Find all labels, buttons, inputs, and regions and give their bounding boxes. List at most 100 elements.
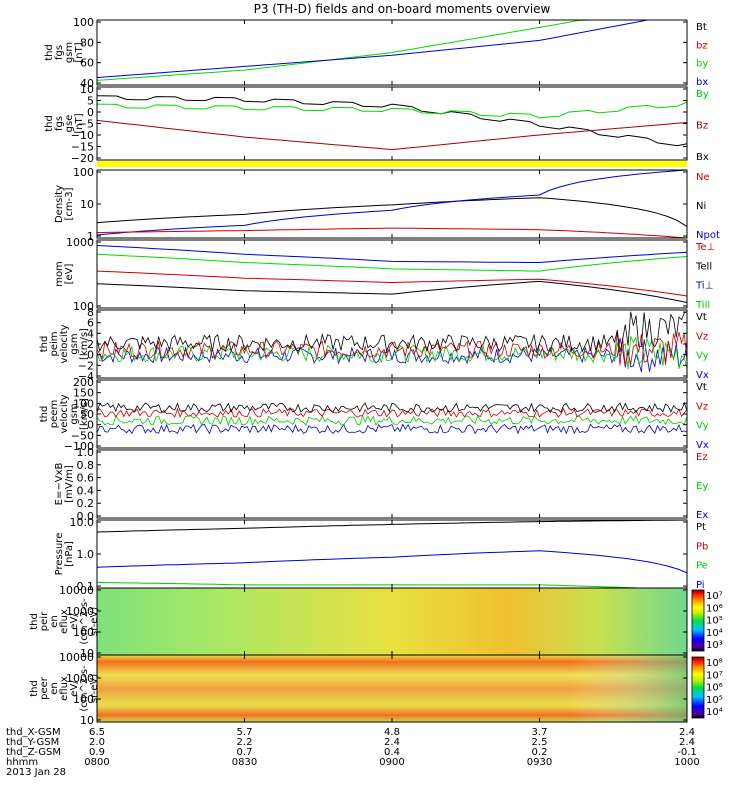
y-tick-label: 1.0 <box>77 446 95 459</box>
y-tick-label: 0.0 <box>77 510 95 523</box>
colorbar <box>691 656 705 719</box>
y-axis-label-line: fgs <box>54 45 65 60</box>
legend-entry: Pt <box>696 522 706 533</box>
series-line-1 <box>96 519 688 533</box>
orbit-value: 3.7 <box>532 727 548 738</box>
y-tick-label: 1000 <box>66 672 94 685</box>
y-tick-label: −4 <box>78 370 94 383</box>
colorbar <box>691 589 705 652</box>
series-line-4 <box>96 280 688 303</box>
y-tick-label: 10.0 <box>70 516 95 529</box>
y-axis-label-line: peir <box>39 611 50 631</box>
y-tick-label: −50 <box>71 429 94 442</box>
y-axis-label-line: eflux <box>59 609 70 634</box>
y-axis-label: thdfgsgsm[nT] <box>44 42 85 63</box>
series-line-2 <box>96 101 688 119</box>
legend-entry: By <box>696 89 709 100</box>
y-tick-label: 100 <box>73 693 94 706</box>
y-axis-label-line: Pressure <box>54 533 65 576</box>
y-tick-label: 6 <box>87 317 94 330</box>
orbit-value: 0.9 <box>89 747 105 758</box>
colorbar-tick-label: 10⁶ <box>706 603 723 614</box>
y-tick-label: 10 <box>80 714 94 727</box>
y-axis-label-line: Density <box>54 185 65 223</box>
panel-3: 100 10 1 Density[cm-3] Ne Ni Npot <box>54 166 720 243</box>
y-axis-label-line: [eV] <box>64 264 75 285</box>
series-line-3 <box>96 119 688 151</box>
y-tick-label: 80 <box>80 36 94 49</box>
y-axis-label-line: eflux <box>59 676 70 701</box>
y-axis-label-line: [mV/m] <box>64 465 75 503</box>
legend-entry: Pe <box>696 561 708 572</box>
y-axis-label-line: gsm <box>64 42 75 63</box>
data-quality-bar <box>97 161 687 167</box>
y-tick-label: 5 <box>87 95 94 108</box>
y-tick-label: 2 <box>87 338 94 351</box>
colorbar-tick-label: 10⁵ <box>706 695 723 706</box>
row-label-x-gsm: thd_X-GSM <box>6 727 61 738</box>
y-tick-label: 10000 <box>59 651 94 664</box>
legend-entry: Vy <box>696 351 709 362</box>
y-tick-label: 100 <box>73 166 94 179</box>
legend-entry: Ni <box>696 201 706 212</box>
y-axis-label-line: fgs <box>54 116 65 131</box>
panel-frame <box>96 379 688 449</box>
y-tick-label: 0.1 <box>77 580 95 593</box>
time-tick-label: 1000 <box>674 757 699 768</box>
panel-1: 100 80 60 40 thdfgsgsm[nT] Bt bz by bx <box>44 16 708 90</box>
y-tick-label: 0 <box>87 419 94 432</box>
row-label-y-gsm: thd_Y-GSM <box>6 737 59 748</box>
time-tick-label: 0830 <box>232 757 257 768</box>
orbit-value: 0.7 <box>237 747 253 758</box>
orbit-value: 2.2 <box>237 737 253 748</box>
panel-frame <box>96 449 688 519</box>
time-tick-label: 0800 <box>84 757 109 768</box>
series-line-2 <box>96 19 687 79</box>
y-tick-label: 1000 <box>66 236 94 249</box>
y-axis-label-line: eV/ <box>69 613 80 630</box>
series-line-1 <box>96 197 688 228</box>
y-tick-label: 150 <box>73 387 94 400</box>
colorbar-tick-label: 10⁵ <box>706 616 723 627</box>
legend-entry: Till <box>695 300 710 311</box>
spectrogram-fill <box>97 588 687 655</box>
y-tick-label: 8 <box>87 306 94 319</box>
y-tick-label: 100 <box>73 626 94 639</box>
time-tick-label: 0900 <box>379 757 404 768</box>
legend-entry: Te⊥ <box>695 242 715 253</box>
orbit-value: 0.2 <box>532 747 548 758</box>
legend-entry: Npot <box>696 230 720 241</box>
y-axis-label-line: gse <box>64 115 75 133</box>
y-axis-label-line: en <box>49 615 60 628</box>
y-tick-label: 0.2 <box>77 497 95 510</box>
row-label-z-gsm: thd_Z-GSM <box>6 747 61 758</box>
legend-entry: Pi <box>696 580 705 591</box>
colorbar-tick-label: 10³ <box>706 640 723 651</box>
legend-entry: Bx <box>696 152 709 163</box>
legend-entry: Ex <box>696 510 708 521</box>
noise-trace <box>96 414 688 427</box>
series-line-2 <box>96 550 688 574</box>
y-tick-label: −2 <box>78 359 94 372</box>
legend-entry: bx <box>696 77 708 88</box>
panel-frame <box>96 86 688 161</box>
legend-entry: Bz <box>696 121 708 132</box>
y-tick-label: −15 <box>71 141 94 154</box>
figure-title: P3 (TH-D) fields and on-board moments ov… <box>254 2 551 16</box>
y-tick-label: −5 <box>78 118 94 131</box>
y-tick-label: 0.8 <box>77 459 95 472</box>
y-tick-label: 60 <box>80 57 94 70</box>
y-axis-label-line: peem <box>49 400 60 428</box>
spectrogram-overlay <box>97 655 687 722</box>
orbit-value: 2.4 <box>679 727 695 738</box>
y-axis-label-line: en <box>49 682 60 695</box>
legend-entry: Vt <box>696 312 707 323</box>
time-tick-label: 0930 <box>527 757 552 768</box>
legend-entry: Ey <box>696 481 708 492</box>
y-tick-label: −20 <box>71 152 94 165</box>
orbit-value: 0.4 <box>384 747 400 758</box>
y-tick-label: 100 <box>73 397 94 410</box>
y-tick-label: 0 <box>87 349 94 362</box>
